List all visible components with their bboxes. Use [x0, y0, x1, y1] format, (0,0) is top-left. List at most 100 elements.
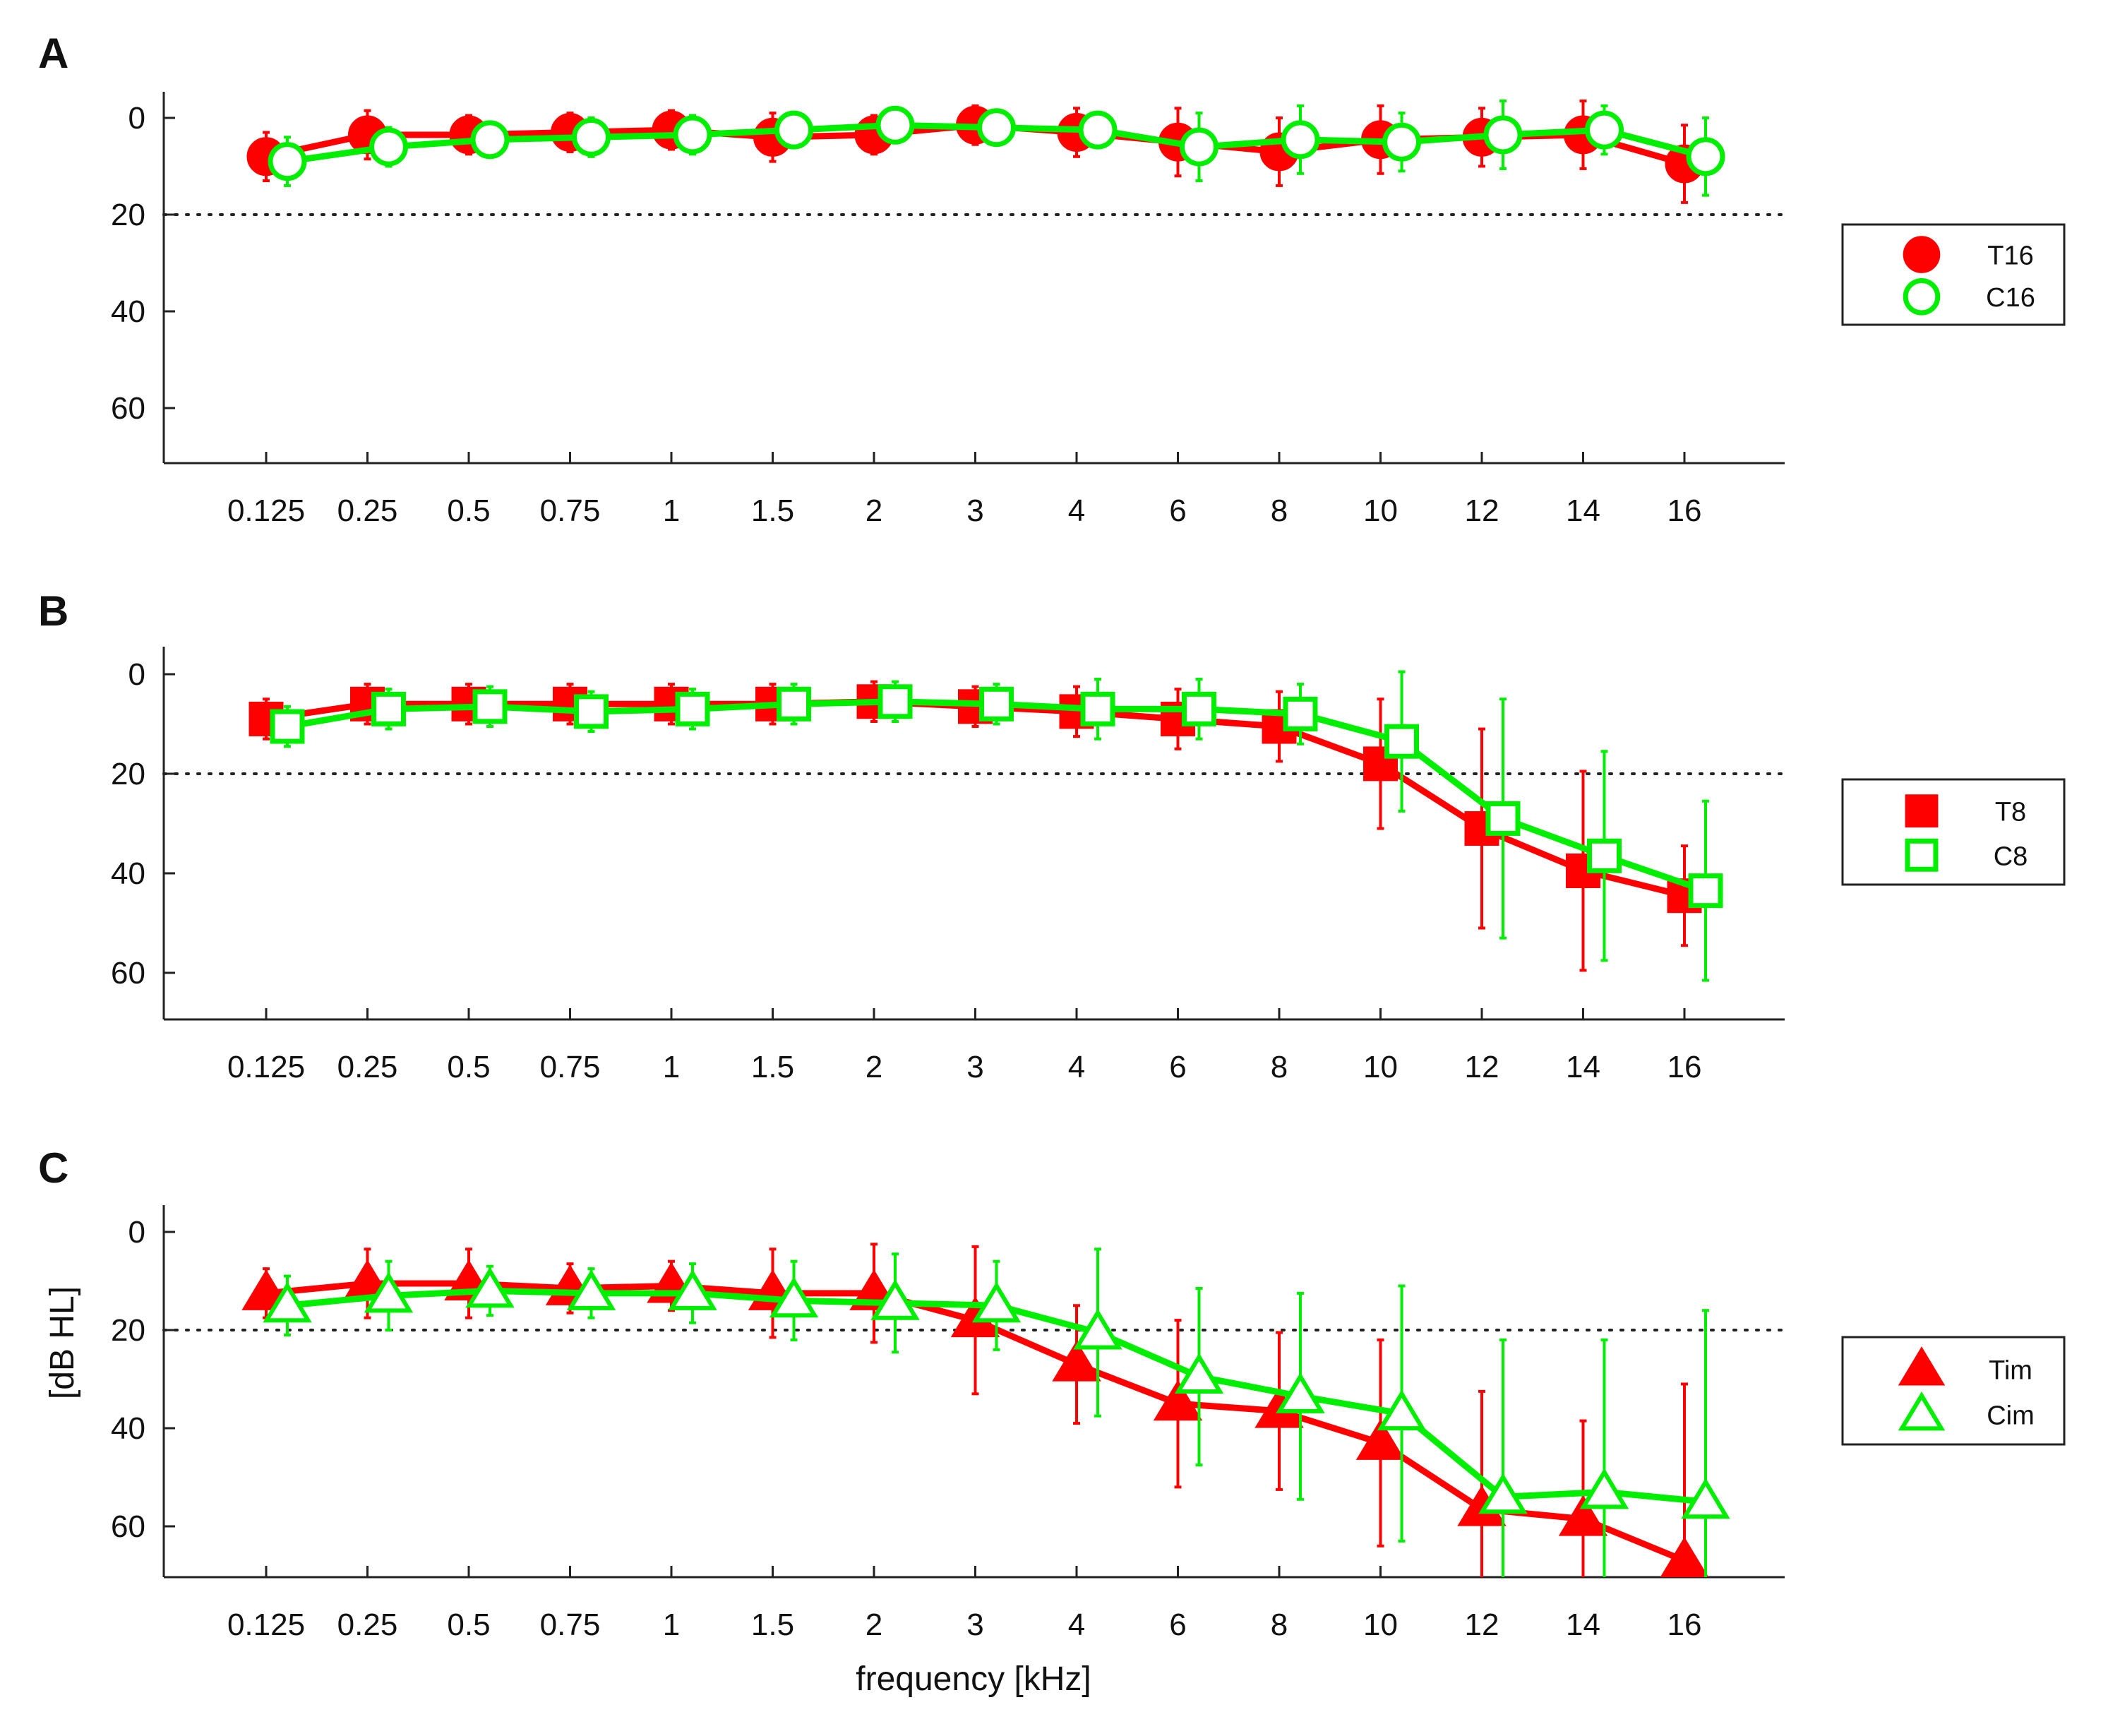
data-point — [979, 686, 1014, 722]
data-point — [673, 115, 712, 155]
data-point — [971, 1281, 1022, 1323]
series-T16 — [246, 100, 1704, 204]
data-point — [465, 1267, 515, 1308]
series-C8 — [270, 670, 1723, 982]
x-tick-label: 1.5 — [751, 1608, 794, 1642]
legend-marker-C16 — [1903, 277, 1941, 316]
x-tick-label: 4 — [1068, 1608, 1085, 1642]
legend-marker-T8 — [1905, 794, 1939, 828]
x-tick-label: 0.5 — [447, 1050, 490, 1084]
data-point — [769, 1276, 819, 1318]
y-tick-label: 40 — [111, 1411, 145, 1446]
x-tick-label: 0.5 — [447, 493, 490, 528]
x-tick-label: 6 — [1169, 1608, 1186, 1642]
legend-marker-T16 — [1903, 236, 1941, 273]
x-tick-label: 0.75 — [540, 493, 601, 528]
data-point — [574, 694, 609, 729]
x-tick-label: 0.25 — [337, 1050, 398, 1084]
legend — [1841, 778, 2066, 886]
panel-letter: B — [38, 587, 68, 635]
panel-b-axes — [162, 647, 1786, 1021]
x-tick-label: 2 — [866, 1608, 882, 1642]
x-tick-label: 14 — [1566, 1050, 1600, 1084]
data-point — [1355, 1419, 1406, 1460]
data-point — [1686, 137, 1725, 176]
series-C16 — [268, 100, 1725, 197]
data-point — [270, 709, 305, 744]
x-tick-label: 14 — [1566, 493, 1600, 528]
legend-marker-Tim — [1898, 1346, 1946, 1386]
legend-label-Cim: Cim — [1987, 1401, 2035, 1430]
data-point — [472, 689, 508, 724]
legend-label-T16: T16 — [1987, 241, 2033, 271]
x-tick-label: 6 — [1169, 1050, 1186, 1084]
data-point — [1174, 1353, 1224, 1394]
data-point — [566, 1269, 616, 1310]
data-point — [1073, 1308, 1122, 1350]
data-point — [1688, 873, 1723, 909]
x-axis-title: frequency [kHz] — [856, 1660, 1091, 1698]
data-point — [878, 684, 913, 719]
panel-c-data — [241, 1243, 1730, 1577]
data-point — [470, 120, 510, 160]
legend — [1841, 1336, 2066, 1446]
x-tick-label: 12 — [1465, 1050, 1499, 1084]
data-point — [371, 691, 406, 726]
data-point — [572, 117, 611, 157]
legend-label-C8: C8 — [1994, 842, 2028, 871]
panel-a-data — [246, 100, 1725, 204]
legend-marker-Cim — [1898, 1391, 1946, 1431]
data-point — [1382, 122, 1421, 162]
data-point — [774, 110, 813, 150]
y-tick-label: 40 — [111, 294, 145, 329]
x-tick-label: 0.125 — [227, 1050, 305, 1084]
x-tick-label: 2 — [866, 493, 882, 528]
data-point — [1281, 120, 1320, 160]
data-point — [1052, 1340, 1101, 1382]
series-line — [287, 698, 1707, 894]
data-point — [369, 127, 408, 167]
legend-box — [1841, 223, 2066, 326]
data-point — [1483, 115, 1523, 155]
data-point — [268, 142, 307, 181]
data-point — [1180, 127, 1218, 167]
y-axis-title: [dB HL] — [44, 1286, 81, 1399]
x-tick-label: 10 — [1363, 1050, 1398, 1084]
x-tick-label: 1.5 — [751, 1050, 794, 1084]
data-point — [668, 1269, 717, 1310]
x-tick-label: 0.75 — [540, 1050, 601, 1084]
data-point — [977, 108, 1016, 148]
data-point — [1080, 691, 1115, 726]
y-tick-label: 20 — [111, 198, 145, 232]
x-tick-label: 10 — [1363, 493, 1398, 528]
legend-marker-C8 — [1905, 838, 1939, 872]
legend-label-C16: C16 — [1986, 283, 2035, 313]
y-tick-label: 0 — [128, 657, 145, 692]
data-point — [1558, 1495, 1608, 1536]
data-point — [364, 1271, 414, 1313]
data-point — [875, 105, 915, 145]
data-point — [675, 691, 710, 726]
data-point — [1587, 838, 1622, 873]
data-point — [1182, 691, 1216, 726]
data-point — [1384, 724, 1419, 759]
series-Cim — [263, 1247, 1730, 1577]
y-tick-label: 0 — [128, 101, 145, 136]
x-tick-label: 4 — [1068, 493, 1085, 528]
data-point — [870, 1279, 920, 1320]
data-point — [1078, 110, 1118, 150]
x-tick-label: 0.75 — [540, 1608, 601, 1642]
x-tick-label: 10 — [1363, 1608, 1398, 1642]
data-point — [1153, 1379, 1203, 1421]
legend-label-Tim: Tim — [1989, 1356, 2032, 1386]
x-tick-label: 4 — [1068, 1050, 1085, 1084]
y-tick-label: 20 — [111, 1313, 145, 1348]
series-T8 — [248, 680, 1702, 972]
x-tick-label: 14 — [1566, 1608, 1600, 1642]
data-point — [777, 686, 811, 722]
x-tick-label: 16 — [1667, 493, 1702, 528]
x-tick-label: 12 — [1465, 1608, 1499, 1642]
x-tick-label: 3 — [966, 1050, 983, 1084]
